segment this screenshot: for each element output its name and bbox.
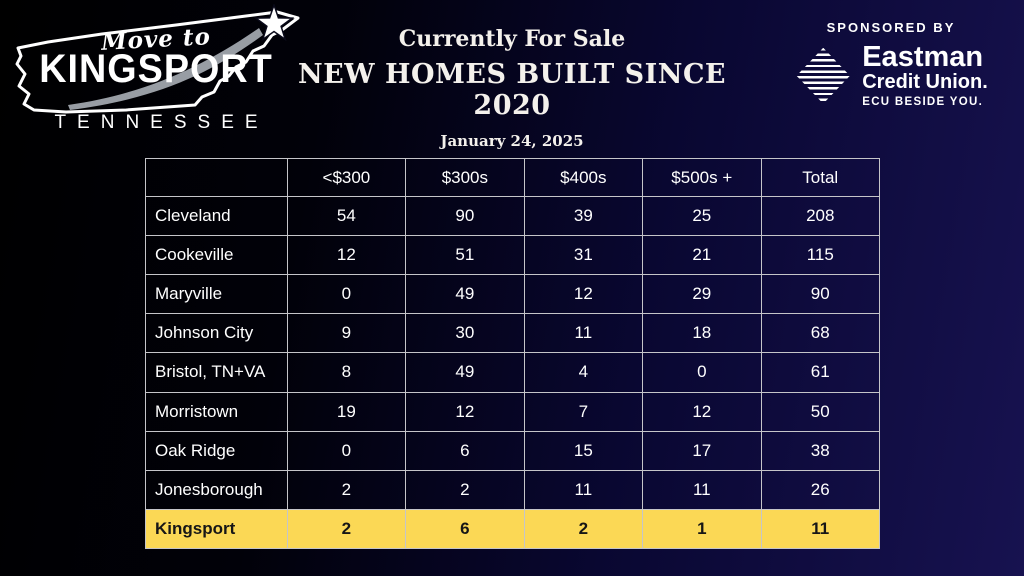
table-row: Kingsport 2 6 2 1 11 (145, 508, 881, 550)
sponsor-brand-line1: Eastman (862, 41, 984, 73)
value-cell: 11 (523, 469, 644, 510)
homes-table: <$300 $300s $400s $500s + Total Cleveland 54 9… (145, 158, 881, 550)
city-cell: Morristown (145, 391, 288, 432)
value-cell: 17 (642, 430, 762, 471)
value-cell: 25 (642, 195, 762, 237)
value-cell: 54 (286, 195, 407, 237)
value-cell: 50 (760, 391, 881, 432)
value-cell: 11 (642, 469, 762, 510)
value-cell: 1 (642, 508, 762, 550)
value-cell: 11 (523, 313, 644, 354)
value-cell: 12 (286, 235, 407, 276)
value-cell: 61 (760, 352, 881, 393)
sponsor-brand-line2: Credit Union. (862, 70, 988, 93)
logo-city-text: KINGSPORT (39, 46, 273, 91)
value-cell: 6 (405, 508, 525, 550)
table-row: Cleveland 54 90 39 25 208 (145, 195, 881, 237)
column-header: $300s (405, 158, 525, 197)
sponsor-block: SPONSORED BY Eastman Credit Union. ECU B… (772, 20, 1010, 108)
table-header: <$300 $300s $400s $500s + Total (145, 158, 881, 197)
value-cell: 31 (523, 235, 644, 276)
sponsored-by-label: SPONSORED BY (826, 20, 956, 35)
city-cell: Cleveland (145, 195, 288, 237)
value-cell: 2 (523, 508, 644, 550)
value-cell: 208 (760, 195, 881, 237)
table-row: Cookeville 12 51 31 21 115 (145, 235, 881, 276)
city-cell: Bristol, TN+VA (145, 352, 288, 393)
title-heading: NEW HOMES BUILT SINCE 2020 (297, 59, 727, 121)
value-cell: 0 (286, 274, 407, 315)
value-cell: 7 (523, 391, 644, 432)
value-cell: 12 (405, 391, 525, 432)
corner-cell (145, 158, 288, 197)
value-cell: 4 (523, 352, 644, 393)
table-row: Johnson City 9 30 11 18 68 (145, 313, 881, 354)
value-cell: 39 (523, 195, 644, 237)
shooting-star-icon (253, 4, 295, 42)
title-subheading: Currently For Sale (398, 26, 626, 52)
value-cell: 38 (760, 430, 881, 471)
column-header: $400s (523, 158, 644, 197)
value-cell: 18 (642, 313, 762, 354)
value-cell: 2 (286, 508, 407, 550)
value-cell: 6 (405, 430, 525, 471)
table-row: Morristown 19 12 7 12 50 (145, 391, 881, 432)
value-cell: 9 (286, 313, 407, 354)
column-header: Total (760, 158, 881, 197)
table-row: Jonesborough 2 2 11 11 26 (145, 469, 881, 510)
value-cell: 12 (642, 391, 762, 432)
tennessee-outline-icon (15, 4, 300, 114)
value-cell: 19 (286, 391, 407, 432)
value-cell: 2 (405, 469, 525, 510)
value-cell: 51 (405, 235, 525, 276)
value-cell: 30 (405, 313, 525, 354)
value-cell: 26 (760, 469, 881, 510)
value-cell: 115 (760, 235, 881, 276)
table-row: Maryville 0 49 12 29 90 (145, 274, 881, 315)
city-cell: Kingsport (145, 508, 288, 550)
column-header: <$300 (286, 158, 407, 197)
move-to-kingsport-logo: Move to KINGSPORT TENNESSEE (6, 4, 308, 146)
value-cell: 15 (523, 430, 644, 471)
value-cell: 21 (642, 235, 762, 276)
value-cell: 90 (760, 274, 881, 315)
title-date: January 24, 2025 (440, 132, 584, 150)
homes-table-el: <$300 $300s $400s $500s + Total Cleveland 54 9… (145, 158, 881, 550)
column-header: $500s + (642, 158, 762, 197)
value-cell: 49 (405, 274, 525, 315)
value-cell: 49 (405, 352, 525, 393)
value-cell: 2 (286, 469, 407, 510)
table-header-row: <$300 $300s $400s $500s + Total (145, 158, 881, 197)
value-cell: 11 (760, 508, 881, 550)
table-body: Cleveland 54 90 39 25 208 Cookeville 12 51 31 21 11… (145, 195, 881, 550)
value-cell: 8 (286, 352, 407, 393)
value-cell: 12 (523, 274, 644, 315)
value-cell: 0 (642, 352, 762, 393)
value-cell: 68 (760, 313, 881, 354)
city-cell: Cookeville (145, 235, 288, 276)
city-cell: Maryville (145, 274, 288, 315)
city-cell: Jonesborough (145, 469, 288, 510)
value-cell: 0 (286, 430, 407, 471)
table-row: Oak Ridge 0 6 15 17 38 (145, 430, 881, 471)
logo-state-text: TENNESSEE (54, 112, 269, 133)
title-block: Currently For Sale NEW HOMES BUILT SINCE… (262, 26, 762, 150)
value-cell: 29 (642, 274, 762, 315)
striped-diamond-icon (796, 47, 850, 104)
city-cell: Oak Ridge (145, 430, 288, 471)
table-row: Bristol, TN+VA 8 49 4 0 61 (145, 352, 881, 393)
value-cell: 90 (405, 195, 525, 237)
sponsor-tagline: ECU BESIDE YOU. (862, 95, 984, 108)
city-cell: Johnson City (145, 313, 288, 354)
